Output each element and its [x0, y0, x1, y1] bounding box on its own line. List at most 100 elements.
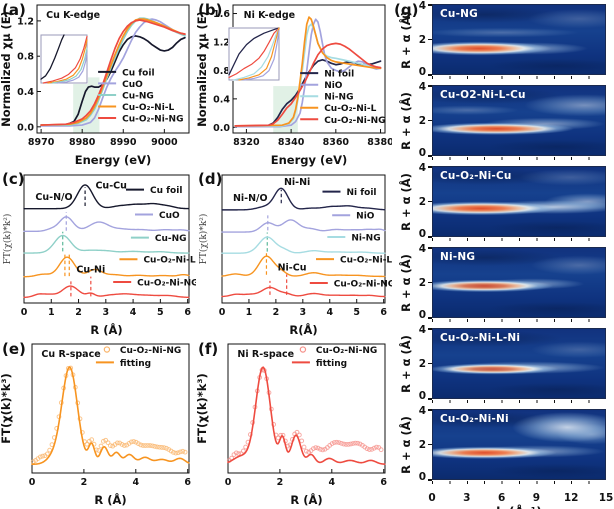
legend-marker — [103, 346, 111, 353]
heatmap-x-tick-label: 12 — [563, 492, 579, 504]
heatmap-y-tick — [428, 166, 432, 168]
series-Ni-NG — [233, 27, 280, 81]
data-point — [114, 440, 120, 446]
y-tick-label: 1.2 — [17, 16, 34, 27]
annotation-label: fitting — [316, 359, 347, 369]
annotation-label: Cu foil — [122, 68, 154, 78]
y-tick-label: 1.2 — [213, 37, 230, 48]
annotation-label: Cu-NG — [122, 91, 154, 101]
data-point — [159, 445, 165, 450]
data-point — [313, 445, 319, 451]
x-tick-label: 6 — [380, 307, 387, 318]
x-tick-label: 2 — [277, 477, 284, 488]
y-tick-label: 0.8 — [213, 66, 230, 77]
data-point — [296, 432, 302, 438]
series-Cu-O₂-Ni-NG — [221, 286, 386, 298]
data-point — [378, 447, 384, 453]
x-axis-label: R (Å) — [290, 492, 322, 507]
heatmap-y-axis-label: R + α (Å) — [399, 334, 413, 393]
heatmap-y-tick-label: 2 — [418, 276, 426, 289]
annotation-label: Cu R-space — [41, 349, 100, 360]
data-point — [301, 444, 307, 450]
heatmap-plot: Cu-O₂-Ni-L-Ni — [432, 328, 606, 399]
plot-frame — [228, 27, 280, 81]
y-tick-label: 0.0 — [213, 123, 230, 134]
plot-frame — [221, 174, 386, 304]
series-Cu-O₂-Ni-L — [40, 18, 186, 126]
data-point — [355, 440, 361, 446]
heatmap-x-ticks — [432, 237, 606, 241]
x-tick-label: 4 — [132, 477, 139, 488]
y-axis-label: FT(χ(k)*k³) — [196, 373, 209, 444]
annotation-label: Cu-O₂-Ni-NG — [324, 116, 385, 126]
series-Cu-O₂-Ni-NG — [42, 35, 88, 84]
data-point — [343, 442, 349, 447]
heatmap-title: Cu-NG — [440, 8, 478, 20]
heatmap-y-tick-label: 4 — [418, 0, 426, 12]
x-tick-label: 8360 — [323, 137, 350, 148]
annotation-label: Cu-O₂-Ni-NG — [137, 278, 196, 288]
data-point — [374, 444, 379, 450]
x-tick-label: 2 — [273, 307, 280, 318]
data-point — [37, 454, 43, 460]
y-tick-label: 0.4 — [213, 94, 230, 105]
heatmap-y-tick-label: 0 — [418, 147, 426, 159]
y-tick-label: 1.6 — [213, 9, 230, 20]
data-point — [161, 445, 167, 451]
series-Cu-O₂-Ni-L — [47, 39, 88, 84]
series-CuO — [40, 18, 186, 127]
x-tick-label: 6 — [380, 477, 387, 488]
data-point — [105, 440, 111, 446]
heatmap-x-tick-label: 15 — [598, 492, 614, 504]
annotation-label: Ni K-edge — [244, 10, 295, 21]
heatmap-y-tick — [428, 74, 432, 76]
data-point — [175, 450, 181, 456]
heatmap-y-tick — [428, 200, 432, 202]
data-point — [371, 445, 377, 451]
annotation-label: Cu foil — [150, 186, 182, 196]
series-Cu-O₂-Ni-NG — [40, 19, 186, 126]
data-point — [303, 448, 309, 454]
x-tick-label: 1 — [246, 307, 253, 318]
y-tick-label: 0.4 — [17, 87, 34, 98]
heatmap-y-tick-label: 0 — [418, 309, 426, 321]
series-CuO — [56, 52, 88, 84]
data-point — [44, 451, 50, 457]
data-point — [294, 429, 300, 435]
y-axis-label: FT(χ(k)*k²) — [198, 214, 209, 265]
data-point — [150, 443, 155, 449]
heatmap-title: Ni-NG — [440, 251, 476, 263]
heatmap-1: R + α (Å) 4 2 0 Cu-NG — [399, 1, 606, 79]
x-tick-label: 5 — [353, 307, 360, 318]
annotation-label: Ni-NG — [351, 234, 380, 244]
annotation-label: Cu-O₂-Ni-L — [122, 103, 174, 113]
heatmap-y-tick-label: 4 — [418, 324, 426, 336]
x-tick-label: 9000 — [151, 137, 178, 148]
data-point — [364, 446, 370, 452]
data-point — [131, 439, 137, 444]
heatmap-y-tick — [428, 398, 432, 400]
series-Cu-O₂-Ni-L — [221, 255, 386, 278]
data-point — [121, 443, 127, 448]
data-point — [171, 450, 176, 455]
series-Ni-NG — [221, 236, 386, 254]
series-Cu-NG — [51, 47, 88, 84]
annotation-label: NiO — [356, 212, 375, 222]
data-point — [89, 437, 95, 443]
series-Cu foil — [40, 34, 65, 80]
data-point — [164, 445, 169, 451]
data-point — [173, 450, 179, 456]
data-point — [236, 451, 242, 457]
data-point — [233, 450, 239, 456]
heatmap-y-tick-label: 4 — [418, 405, 426, 417]
heatmap-x-tick-label: 6 — [497, 492, 506, 504]
ni-xanes-inset-chart — [228, 27, 280, 81]
panel-g: (g) R + α (Å) 4 2 0 Cu-NG R + α (Å) 4 2 0 Cu-O2-N… — [392, 0, 614, 509]
series-Cu foil — [40, 35, 186, 126]
heatmap-6: R + α (Å) 4 2 0 Cu-O₂-Ni-Ni — [399, 406, 606, 484]
annotation-label: Ni R-space — [237, 349, 294, 360]
cu-rspace-fit-chart: 0 2 4 6 R (Å) FT(χ(k)*k³) Cu R-space Cu-O₂-Ni-N… — [0, 343, 191, 507]
cu-xanes-inset-chart — [40, 34, 88, 84]
data-point — [138, 442, 144, 448]
